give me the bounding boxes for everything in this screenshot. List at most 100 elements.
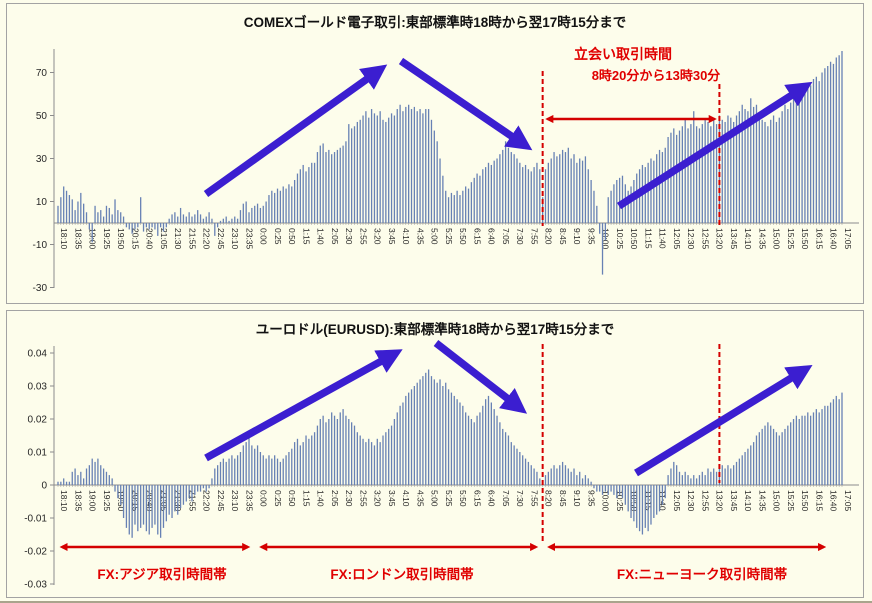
svg-text:70: 70: [36, 68, 48, 79]
svg-text:0:25: 0:25: [273, 228, 283, 245]
floor-session-label: 立会い取引時間: [574, 46, 672, 62]
svg-text:7:05: 7:05: [501, 228, 511, 245]
svg-text:11:40: 11:40: [658, 228, 668, 249]
svg-text:2:05: 2:05: [330, 490, 340, 507]
svg-text:10:25: 10:25: [615, 490, 625, 512]
svg-text:9:10: 9:10: [572, 228, 582, 245]
svg-text:8:45: 8:45: [558, 490, 568, 507]
svg-text:18:10: 18:10: [59, 228, 69, 250]
svg-text:18:35: 18:35: [73, 490, 83, 512]
svg-text:18:10: 18:10: [59, 490, 69, 512]
svg-text:14:10: 14:10: [743, 228, 753, 250]
svg-text:6:15: 6:15: [472, 490, 482, 507]
svg-text:4:35: 4:35: [415, 228, 425, 245]
svg-text:18:35: 18:35: [73, 228, 83, 250]
svg-text:0:00: 0:00: [259, 228, 269, 245]
svg-text:22:45: 22:45: [216, 490, 226, 512]
eurusd-chart-title: ユーロドル(EURUSD):東部標準時18時から翌17時15分まで: [255, 322, 615, 337]
svg-text:5:25: 5:25: [444, 228, 454, 245]
svg-text:1:15: 1:15: [301, 228, 311, 245]
svg-text:50: 50: [36, 111, 48, 122]
svg-text:12:55: 12:55: [700, 490, 710, 512]
svg-text:1:40: 1:40: [316, 490, 326, 507]
svg-text:20:15: 20:15: [130, 228, 140, 250]
svg-text:5:00: 5:00: [430, 228, 440, 245]
svg-text:6:40: 6:40: [487, 490, 497, 507]
fx-newyork-session-label: FX:ニューヨーク取引時間帯: [616, 567, 788, 582]
svg-text:3:45: 3:45: [387, 490, 397, 507]
svg-text:22:20: 22:20: [202, 228, 212, 250]
svg-text:2:30: 2:30: [344, 228, 354, 245]
svg-text:0:25: 0:25: [273, 490, 283, 507]
svg-text:12:05: 12:05: [672, 228, 682, 250]
svg-text:15:50: 15:50: [800, 490, 810, 512]
svg-text:6:40: 6:40: [487, 228, 497, 245]
svg-text:15:25: 15:25: [786, 490, 796, 512]
svg-text:8:20: 8:20: [544, 490, 554, 507]
svg-text:23:10: 23:10: [230, 228, 240, 250]
svg-text:15:25: 15:25: [786, 228, 796, 250]
svg-text:0.04: 0.04: [28, 349, 48, 360]
svg-text:22:45: 22:45: [216, 228, 226, 250]
svg-text:6:15: 6:15: [472, 228, 482, 245]
svg-text:10:00: 10:00: [601, 490, 611, 512]
svg-text:-0.01: -0.01: [24, 514, 47, 525]
svg-text:10: 10: [36, 197, 48, 208]
svg-text:16:15: 16:15: [814, 490, 824, 512]
svg-text:16:40: 16:40: [829, 228, 839, 250]
page-bottom-border: [0, 601, 872, 603]
svg-text:22:20: 22:20: [202, 490, 212, 512]
eurusd-chart-panel: 0.04 0.03 0.02 0.01 0 -0.01 -0.02 -0.03 18:10 18:…: [6, 310, 864, 598]
fx-london-session-label: FX:ロンドン取引時間帯: [330, 567, 474, 582]
svg-text:12:30: 12:30: [686, 490, 696, 512]
svg-text:16:40: 16:40: [829, 490, 839, 512]
svg-text:19:25: 19:25: [102, 490, 112, 512]
svg-text:19:50: 19:50: [116, 228, 126, 250]
svg-text:15:50: 15:50: [800, 228, 810, 250]
svg-text:-0.02: -0.02: [24, 547, 47, 558]
svg-text:3:20: 3:20: [373, 228, 383, 245]
svg-text:8:20: 8:20: [544, 228, 554, 245]
svg-text:2:30: 2:30: [344, 490, 354, 507]
svg-text:2:55: 2:55: [358, 490, 368, 507]
gold-bar-chart: 70503010-10-3018:1018:3519:0019:2519:502…: [33, 49, 859, 294]
eurusd-bar-chart: 0.04 0.03 0.02 0.01 0 -0.01 -0.02 -0.03 18:10 18:…: [24, 340, 859, 591]
fx-asia-session-label: FX:アジア取引時間帯: [97, 567, 227, 582]
svg-text:3:20: 3:20: [373, 490, 383, 507]
svg-text:16:15: 16:15: [814, 228, 824, 250]
svg-text:5:50: 5:50: [458, 490, 468, 507]
svg-text:9:10: 9:10: [572, 490, 582, 507]
svg-text:21:05: 21:05: [159, 228, 169, 250]
gold-chart-title: COMEXゴールド電子取引:東部標準時18時から翌17時15分まで: [243, 15, 627, 30]
svg-text:3:45: 3:45: [387, 228, 397, 245]
svg-text:14:35: 14:35: [757, 228, 767, 250]
svg-text:5:50: 5:50: [458, 228, 468, 245]
svg-text:23:35: 23:35: [244, 228, 254, 250]
svg-text:19:00: 19:00: [88, 490, 98, 512]
svg-text:12:55: 12:55: [700, 228, 710, 250]
svg-text:0:00: 0:00: [259, 490, 269, 507]
svg-text:1:40: 1:40: [316, 228, 326, 245]
svg-text:4:10: 4:10: [401, 490, 411, 507]
svg-text:4:35: 4:35: [415, 490, 425, 507]
svg-text:14:10: 14:10: [743, 490, 753, 512]
svg-text:15:00: 15:00: [772, 490, 782, 512]
svg-text:0.01: 0.01: [28, 448, 48, 459]
svg-text:23:35: 23:35: [244, 490, 254, 512]
svg-text:1:15: 1:15: [301, 490, 311, 507]
svg-text:0: 0: [41, 481, 47, 492]
svg-text:17:05: 17:05: [843, 490, 853, 512]
svg-text:10:50: 10:50: [629, 228, 639, 250]
svg-text:2:55: 2:55: [358, 228, 368, 245]
svg-text:23:10: 23:10: [230, 490, 240, 512]
svg-text:7:30: 7:30: [515, 490, 525, 507]
svg-text:5:25: 5:25: [444, 490, 454, 507]
svg-text:-30: -30: [33, 283, 48, 294]
gold-chart-panel: 70503010-10-3018:1018:3519:0019:2519:502…: [6, 3, 864, 304]
svg-text:8:45: 8:45: [558, 228, 568, 245]
svg-text:-10: -10: [33, 240, 48, 251]
svg-text:12:30: 12:30: [686, 228, 696, 250]
floor-session-hours-label: 8時20分から13時30分: [591, 68, 721, 83]
svg-text:12:05: 12:05: [672, 490, 682, 512]
